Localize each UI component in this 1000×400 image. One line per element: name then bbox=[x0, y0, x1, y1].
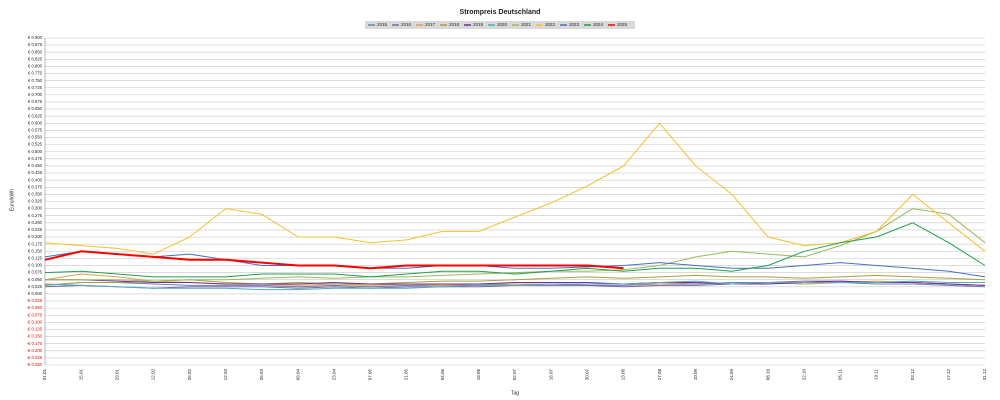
y-tick-label: -€ 0.050 bbox=[27, 305, 43, 310]
y-tick-label: -€ 0.200 bbox=[27, 348, 43, 353]
x-tick-label: 08.10 bbox=[765, 369, 770, 381]
legend-label: 2025 bbox=[617, 22, 628, 27]
x-tick-label: 26.03 bbox=[259, 369, 264, 381]
y-tick-label: -€ 0.175 bbox=[27, 341, 43, 346]
y-tick-label: € 0.000 bbox=[28, 291, 43, 296]
y-tick-label: € 0.550 bbox=[28, 135, 43, 140]
y-tick-label: € 0.325 bbox=[28, 199, 43, 204]
y-tick-label: € 0.200 bbox=[28, 234, 43, 239]
x-tick-label: 21.05 bbox=[404, 369, 409, 381]
x-tick-label: 02.07 bbox=[512, 369, 517, 381]
legend-label: 2020 bbox=[497, 22, 508, 27]
y-tick-label: € 0.025 bbox=[28, 284, 43, 289]
x-tick-label: 03.12 bbox=[910, 369, 915, 381]
legend-label: 2017 bbox=[425, 22, 436, 27]
y-tick-label: € 0.900 bbox=[28, 35, 43, 40]
legend-label: 2024 bbox=[593, 22, 604, 27]
y-axis-label: Euro/kWh bbox=[9, 189, 15, 211]
y-tick-label: € 0.875 bbox=[28, 42, 43, 47]
y-tick-label: € 0.850 bbox=[28, 49, 43, 54]
y-tick-label: -€ 0.125 bbox=[27, 327, 43, 332]
x-tick-label: 27.08 bbox=[657, 369, 662, 381]
y-tick-label: -€ 0.075 bbox=[27, 312, 43, 317]
y-tick-label: € 0.825 bbox=[28, 56, 43, 61]
y-tick-label: € 0.475 bbox=[28, 156, 43, 161]
y-tick-label: -€ 0.250 bbox=[27, 362, 43, 367]
legend-label: 2019 bbox=[473, 22, 484, 27]
y-tick-label: € 0.175 bbox=[28, 241, 43, 246]
legend-label: 2022 bbox=[545, 22, 556, 27]
x-tick-label: 24.09 bbox=[729, 369, 734, 381]
x-tick-label: 13.08 bbox=[621, 369, 626, 381]
x-tick-label: 26.02 bbox=[187, 369, 192, 381]
x-tick-label: 23.04 bbox=[331, 369, 336, 381]
series-line bbox=[44, 250, 986, 278]
y-tick-label: € 0.500 bbox=[28, 149, 43, 154]
y-tick-label: -€ 0.225 bbox=[27, 355, 43, 360]
y-tick-label: € 0.575 bbox=[28, 128, 43, 133]
y-tick-label: € 0.125 bbox=[28, 255, 43, 260]
x-tick-label: 05.11 bbox=[838, 369, 843, 380]
y-tick-label: € 0.100 bbox=[28, 263, 43, 268]
y-tick-label: € 0.075 bbox=[28, 270, 43, 275]
y-tick-label: € 0.675 bbox=[28, 99, 43, 104]
series-line bbox=[44, 222, 986, 278]
x-tick-label: 07.05 bbox=[368, 369, 373, 381]
y-tick-label: € 0.225 bbox=[28, 227, 43, 232]
x-tick-label: 10.09 bbox=[693, 369, 698, 381]
series-line bbox=[45, 208, 986, 282]
x-tick-label: 19.11 bbox=[874, 369, 879, 380]
y-tick-label: € 0.275 bbox=[28, 213, 43, 218]
y-tick-label: € 0.800 bbox=[28, 64, 43, 69]
y-tick-label: € 0.425 bbox=[28, 170, 43, 175]
x-tick-label: 31.12 bbox=[982, 369, 987, 381]
series-line bbox=[44, 274, 986, 286]
y-tick-label: -€ 0.100 bbox=[27, 319, 43, 324]
x-tick-label: 16.07 bbox=[548, 369, 553, 381]
x-tick-label: 12.02 bbox=[151, 369, 156, 381]
y-tick-label: € 0.450 bbox=[28, 163, 43, 168]
legend-box bbox=[365, 21, 635, 29]
x-tick-label: 12.03 bbox=[223, 369, 228, 381]
y-tick-label: -€ 0.025 bbox=[27, 298, 43, 303]
y-tick-label: € 0.400 bbox=[28, 177, 43, 182]
y-tick-label: € 0.350 bbox=[28, 192, 43, 197]
series-line bbox=[44, 282, 986, 288]
y-tick-label: € 0.700 bbox=[28, 92, 43, 97]
series-line bbox=[45, 279, 986, 286]
legend-label: 2018 bbox=[449, 22, 460, 27]
x-tick-label: 09.04 bbox=[295, 369, 300, 381]
y-tick-label: € 0.625 bbox=[28, 113, 43, 118]
x-tick-label: 15.01 bbox=[78, 369, 83, 381]
x-tick-label: 01.01 bbox=[42, 369, 47, 381]
x-tick-label: 04.06 bbox=[440, 369, 445, 381]
chart-title: Strompreis Deutschland bbox=[460, 9, 541, 16]
y-tick-label: € 0.050 bbox=[28, 277, 43, 282]
y-tick-label: € 0.725 bbox=[28, 85, 43, 90]
series-line bbox=[44, 250, 624, 270]
y-tick-label: € 0.750 bbox=[28, 78, 43, 83]
x-tick-label: 18.06 bbox=[476, 369, 481, 381]
legend-label: 2021 bbox=[521, 22, 532, 27]
legend-label: 2015 bbox=[377, 22, 388, 27]
y-tick-label: € 0.775 bbox=[28, 71, 43, 76]
y-tick-label: € 0.150 bbox=[28, 248, 43, 253]
x-tick-label: 22.10 bbox=[801, 369, 806, 381]
x-tick-label: 30.07 bbox=[584, 369, 589, 381]
x-tick-label: 29.01 bbox=[114, 369, 119, 381]
y-tick-label: € 0.525 bbox=[28, 142, 43, 147]
series-line bbox=[44, 122, 986, 255]
y-tick-label: € 0.250 bbox=[28, 220, 43, 225]
x-tick-label: 17.12 bbox=[946, 369, 951, 381]
x-axis-label: Tag bbox=[511, 390, 519, 396]
y-tick-label: € 0.375 bbox=[28, 184, 43, 189]
legend-label: 2016 bbox=[401, 22, 412, 27]
y-tick-label: € 0.650 bbox=[28, 106, 43, 111]
series-line bbox=[44, 280, 985, 291]
legend-label: 2023 bbox=[569, 22, 580, 27]
y-tick-label: € 0.300 bbox=[28, 206, 43, 211]
y-tick-label: -€ 0.150 bbox=[27, 334, 43, 339]
y-tick-label: € 0.600 bbox=[28, 120, 43, 125]
